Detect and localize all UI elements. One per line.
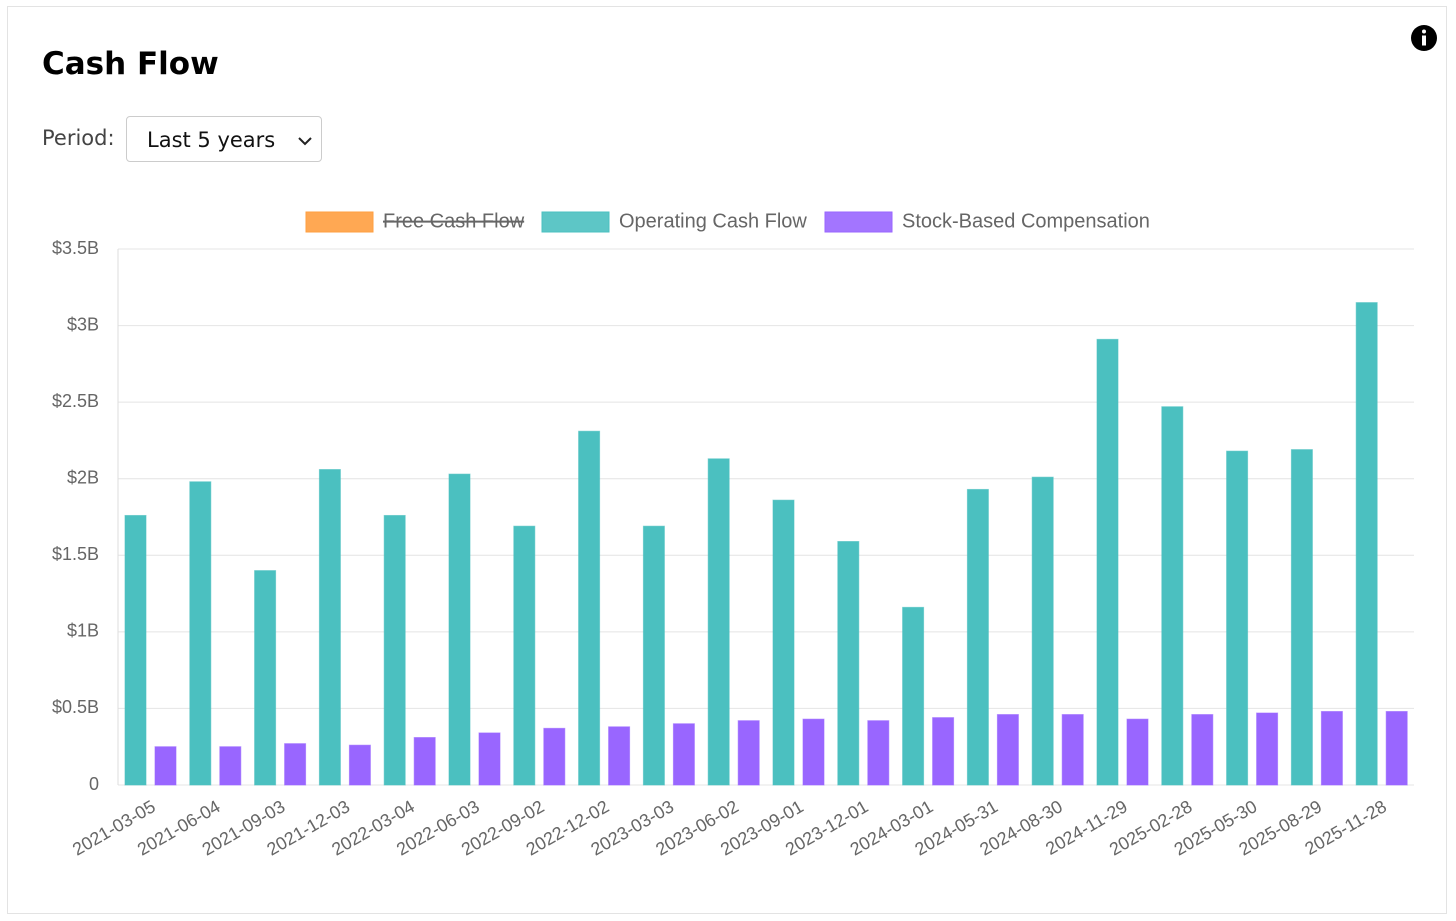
legend-label: Stock-Based Compensation [902, 210, 1150, 232]
bar [1031, 476, 1054, 786]
bar [996, 714, 1019, 786]
y-tick-label: 0 [89, 774, 99, 794]
y-tick-label: $1.5B [52, 544, 99, 564]
card [7, 6, 1447, 914]
bar [1320, 710, 1343, 786]
period-value: Last 5 years [147, 128, 276, 152]
bar [932, 717, 955, 786]
bar [802, 718, 825, 786]
bar [902, 606, 925, 786]
bar [1126, 718, 1149, 786]
y-tick-label: $1B [67, 621, 99, 641]
bar [1161, 406, 1184, 786]
bar [413, 737, 436, 786]
y-tick-label: $0.5B [52, 697, 99, 717]
legend-label: Operating Cash Flow [619, 210, 807, 232]
period-select[interactable]: Last 5 years [126, 116, 322, 162]
bar [642, 525, 665, 786]
bar [383, 514, 406, 786]
y-tick-label: $2.5B [52, 391, 99, 411]
legend-swatch [541, 211, 610, 233]
bar [672, 723, 695, 786]
y-tick-label: $2B [67, 467, 99, 487]
bar [254, 570, 277, 786]
bar [1256, 712, 1279, 786]
bar [124, 514, 147, 786]
widget-title: Cash Flow [42, 46, 219, 82]
bar [448, 473, 471, 786]
bar [772, 499, 795, 786]
y-tick-label: $3.5B [52, 238, 99, 258]
bar [1385, 710, 1408, 786]
bar [348, 744, 371, 786]
bar [154, 746, 177, 786]
bar [1191, 714, 1214, 786]
bar [966, 488, 989, 786]
bar [513, 525, 536, 786]
bar [1290, 449, 1313, 786]
bar [867, 720, 890, 786]
legend-label: Free Cash Flow [383, 210, 525, 232]
bar [737, 720, 760, 786]
bar [1061, 714, 1084, 786]
bar [318, 469, 341, 786]
bar [837, 541, 860, 786]
bar [608, 726, 631, 786]
chevron [298, 137, 312, 146]
info-icon[interactable] [1411, 25, 1437, 51]
bar [219, 746, 242, 786]
bar [1226, 450, 1249, 786]
period-label: Period: [42, 126, 115, 150]
bar [284, 743, 307, 786]
bar [1355, 302, 1378, 786]
legend-swatch [305, 211, 374, 233]
bar [578, 430, 601, 786]
bar [189, 481, 212, 786]
bar [543, 727, 566, 786]
bar [707, 458, 730, 786]
bar [478, 732, 501, 786]
y-tick-label: $3B [67, 314, 99, 334]
bar [1096, 338, 1119, 786]
legend-swatch [824, 211, 893, 233]
